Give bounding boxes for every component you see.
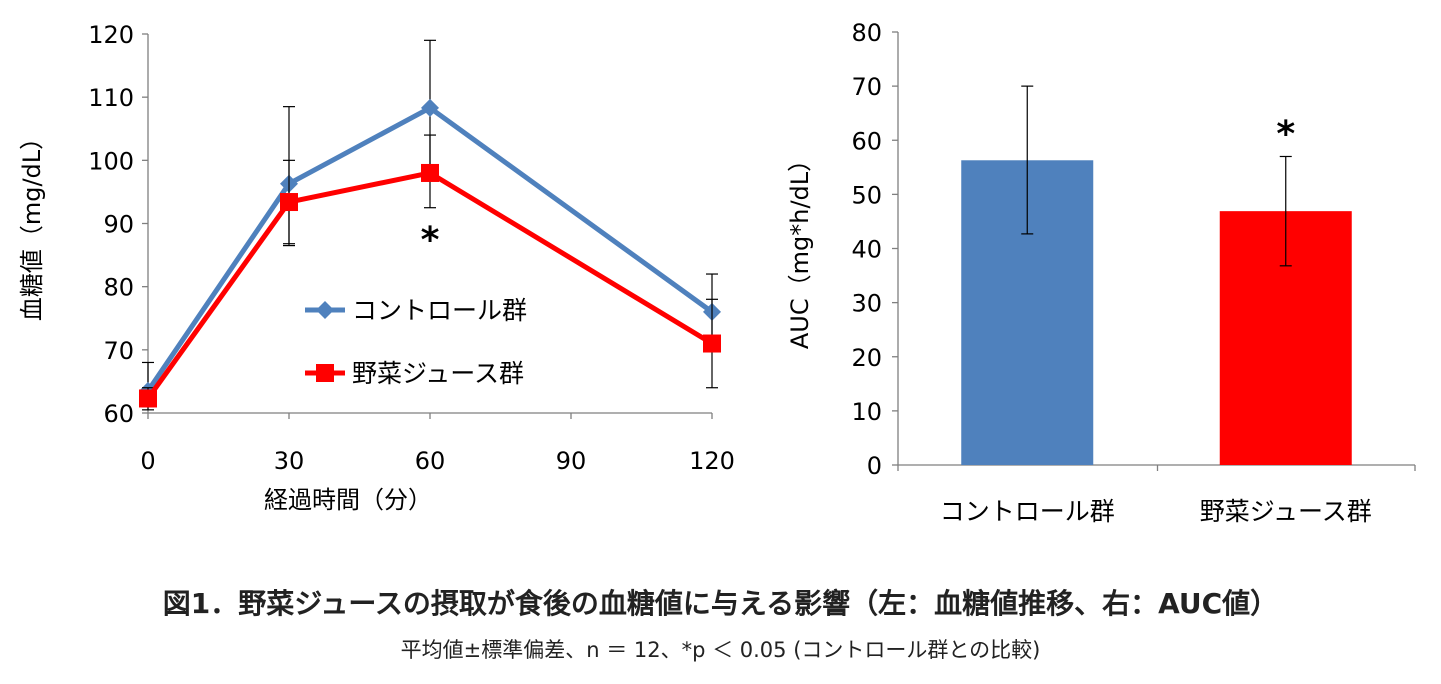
x-tick-label: 90 [556,447,587,475]
y-axis-title: 血糖値（mg/dL） [18,126,46,321]
legend-marker-square [316,364,334,382]
x-tick-label: 60 [415,447,446,475]
line-chart: 60 70 80 90 100 110 120 0 30 60 90 120 経過時間（分） 血糖値（mg… [18,21,735,514]
series-line-1 [145,170,714,400]
data-point-diamond [421,98,439,117]
series-line-0 [145,105,714,393]
data-point-square [280,193,298,212]
y-tick-label: 10 [851,398,882,426]
x-category-label: 野菜ジュース群 [1200,497,1372,526]
x-tick-label: 0 [140,447,155,475]
data-point-square [421,163,439,182]
y-tick-label: 70 [103,337,134,365]
x-category-label: コントロール群 [940,497,1115,526]
y-tick-label: 90 [103,211,134,239]
y-tick-label: 30 [851,290,882,318]
y-tick-label: 100 [88,147,134,175]
y-tick-label: 40 [851,236,882,264]
x-axis-title: 経過時間（分） [264,486,432,514]
data-point-square [139,389,157,408]
y-tick-label: 70 [851,73,882,101]
data-point-square [703,334,721,353]
figure-caption-note: 平均値±標準偏差、n ＝ 12、*p ＜ 0.05 (コントロール群との比較) [400,638,1041,662]
y-tick-label: 60 [103,400,134,428]
legend-label: コントロール群 [352,296,527,325]
bar-chart: 0 10 20 30 40 50 60 70 80 AUC（mg*h/dL） コントロール群 野菜ジュ… [786,19,1416,526]
significance-asterisk: * [421,220,440,261]
x-tick-label: 30 [274,447,305,475]
x-tick-label: 120 [689,447,735,475]
y-tick-label: 50 [851,181,882,209]
legend-marker-diamond [316,301,334,319]
significance-asterisk: * [1276,114,1295,155]
y-tick-label: 0 [867,452,882,480]
y-tick-label: 80 [851,19,882,47]
y-tick-label: 110 [88,84,134,112]
y-axis-title: AUC（mg*h/dL） [786,148,814,349]
y-tick-label: 60 [851,127,882,155]
figure-caption-title: 図1．野菜ジュースの摂取が食後の血糖値に与える影響（左：血糖値推移、右：AUC値… [162,587,1279,620]
y-tick-label: 20 [851,344,882,372]
legend-label: 野菜ジュース群 [352,359,524,388]
y-tick-label: 120 [88,21,134,49]
y-tick-label: 80 [103,274,134,302]
